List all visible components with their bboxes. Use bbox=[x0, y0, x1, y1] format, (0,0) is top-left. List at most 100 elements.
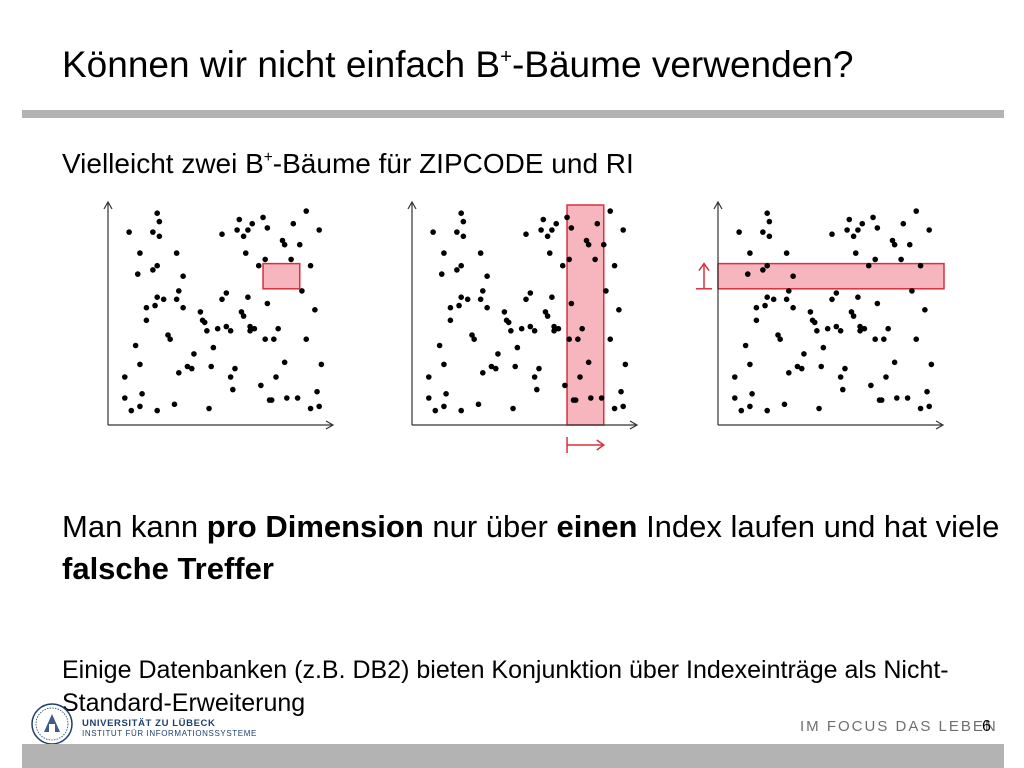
data-point bbox=[262, 336, 269, 343]
data-point bbox=[926, 227, 932, 233]
data-point bbox=[262, 256, 269, 263]
data-point bbox=[855, 227, 861, 233]
data-point bbox=[307, 405, 314, 412]
data-point bbox=[247, 328, 253, 334]
data-point bbox=[238, 309, 245, 315]
data-point bbox=[861, 325, 868, 332]
data-point bbox=[857, 328, 863, 334]
footer-slogan: IM FOCUS DAS LEBEN bbox=[800, 718, 998, 735]
data-point bbox=[872, 336, 878, 343]
data-point bbox=[592, 256, 598, 263]
data-point bbox=[764, 210, 770, 216]
data-point bbox=[279, 237, 286, 244]
data-point bbox=[154, 262, 160, 269]
subtitle-superscript: + bbox=[263, 149, 273, 167]
range-arrow-head bbox=[596, 439, 606, 451]
data-point bbox=[176, 288, 182, 294]
data-point bbox=[531, 374, 538, 380]
data-point bbox=[829, 296, 835, 303]
data-point bbox=[303, 336, 310, 343]
data-point bbox=[137, 361, 143, 368]
scatter-plots bbox=[103, 200, 945, 453]
data-point bbox=[128, 407, 135, 414]
data-point bbox=[850, 233, 857, 240]
title-text-rest: -Bäume verwenden? bbox=[511, 44, 854, 85]
data-point bbox=[316, 403, 323, 410]
data-point bbox=[837, 328, 844, 334]
data-point bbox=[523, 296, 529, 303]
data-point bbox=[501, 309, 508, 315]
slide-title: Können wir nicht einfach B+-Bäume verwen… bbox=[62, 44, 862, 86]
data-point bbox=[204, 328, 210, 334]
data-point bbox=[223, 323, 230, 330]
data-point bbox=[443, 391, 449, 397]
data-point bbox=[208, 363, 214, 370]
data-point bbox=[764, 262, 770, 269]
data-point bbox=[281, 241, 288, 248]
data-point bbox=[583, 237, 590, 244]
data-point bbox=[898, 256, 904, 263]
data-point bbox=[820, 344, 827, 351]
data-point bbox=[249, 220, 256, 227]
data-point bbox=[312, 307, 318, 313]
data-point bbox=[223, 290, 230, 296]
data-point bbox=[176, 370, 182, 376]
data-point bbox=[837, 374, 844, 380]
data-point bbox=[794, 363, 801, 370]
data-point bbox=[922, 307, 928, 313]
data-point bbox=[456, 302, 462, 309]
data-point bbox=[258, 382, 264, 389]
data-point bbox=[564, 214, 570, 221]
title-superscript: + bbox=[500, 45, 512, 68]
data-point bbox=[538, 227, 544, 233]
data-point bbox=[732, 374, 738, 380]
data-point bbox=[555, 325, 562, 332]
data-point bbox=[551, 323, 557, 330]
data-point bbox=[508, 328, 514, 334]
data-point bbox=[264, 300, 271, 307]
data-point bbox=[447, 317, 454, 324]
data-point bbox=[568, 300, 575, 307]
data-point bbox=[488, 363, 495, 370]
data-point bbox=[296, 241, 303, 248]
data-point bbox=[928, 361, 935, 368]
data-point bbox=[510, 405, 516, 412]
data-point bbox=[518, 325, 525, 332]
data-point bbox=[180, 273, 186, 280]
data-point bbox=[160, 296, 167, 303]
data-point bbox=[273, 374, 279, 380]
data-point bbox=[167, 336, 173, 343]
data-point bbox=[900, 220, 907, 227]
data-point bbox=[913, 336, 920, 343]
data-point bbox=[495, 351, 501, 357]
data-point bbox=[197, 309, 204, 315]
data-point bbox=[885, 325, 891, 332]
data-point bbox=[251, 325, 258, 332]
data-point bbox=[232, 365, 238, 372]
subtitle-text-rest: -Bäume für ZIPCODE und RI bbox=[272, 148, 634, 179]
data-point bbox=[214, 325, 221, 332]
data-point bbox=[790, 273, 796, 280]
data-point bbox=[122, 395, 128, 401]
data-point bbox=[458, 262, 465, 269]
data-point bbox=[566, 256, 572, 263]
data-point bbox=[531, 328, 538, 334]
data-point bbox=[874, 225, 881, 231]
data-point bbox=[464, 296, 471, 303]
university-name: UNIVERSITÄT ZU LÜBECK bbox=[82, 718, 216, 729]
data-point bbox=[143, 317, 150, 324]
data-point bbox=[742, 342, 749, 349]
y-axis-arrow bbox=[103, 200, 113, 210]
data-point bbox=[275, 325, 281, 332]
data-point bbox=[770, 296, 777, 303]
data-point bbox=[316, 227, 323, 233]
data-point bbox=[122, 374, 128, 380]
data-point bbox=[909, 288, 915, 294]
data-point bbox=[480, 288, 486, 294]
data-point bbox=[307, 262, 314, 269]
data-point bbox=[314, 388, 320, 395]
data-point bbox=[607, 336, 614, 343]
data-point bbox=[290, 220, 297, 227]
data-point bbox=[790, 304, 796, 311]
institute-name: INSTITUT FÜR INFORMATIONSSYSTEME bbox=[82, 729, 257, 738]
